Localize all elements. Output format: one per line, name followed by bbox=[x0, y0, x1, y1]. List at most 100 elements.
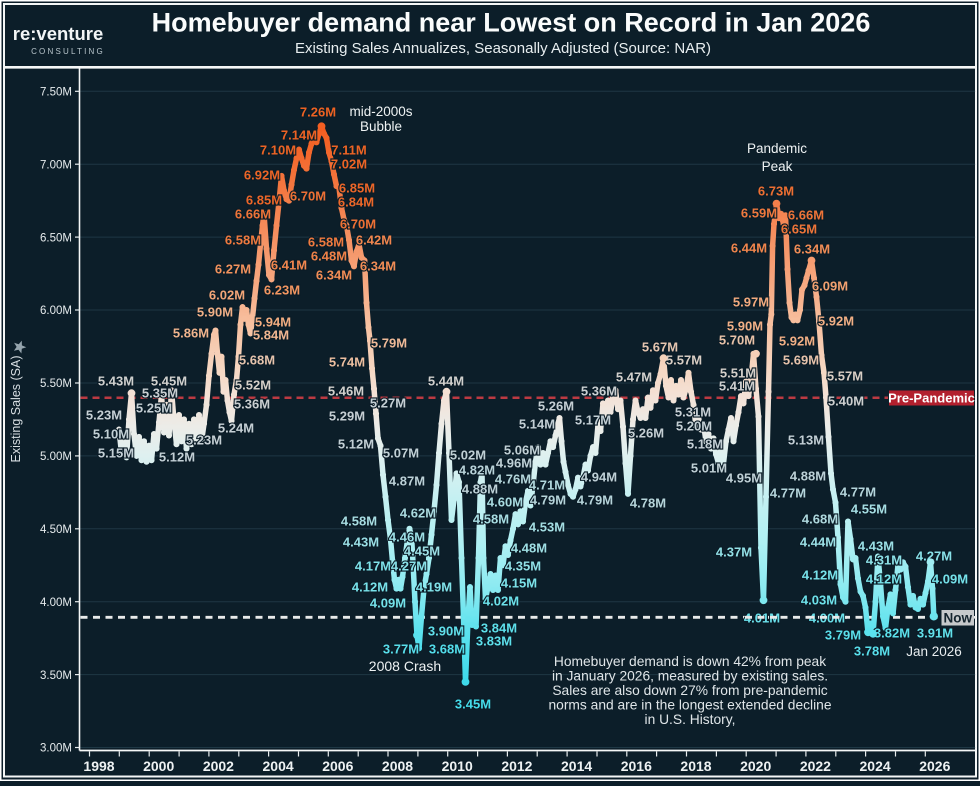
svg-text:4.77M: 4.77M bbox=[840, 485, 876, 500]
svg-text:6.85M: 6.85M bbox=[246, 193, 282, 208]
svg-text:5.40M: 5.40M bbox=[828, 394, 864, 409]
svg-text:4.45M: 4.45M bbox=[404, 544, 440, 559]
svg-text:CONSULTING: CONSULTING bbox=[31, 47, 105, 56]
svg-text:6.65M: 6.65M bbox=[781, 222, 817, 237]
svg-text:5.31M: 5.31M bbox=[675, 405, 711, 420]
svg-text:6.84M: 6.84M bbox=[338, 195, 374, 210]
svg-text:4.44M: 4.44M bbox=[800, 535, 836, 550]
svg-text:6.27M: 6.27M bbox=[215, 262, 251, 277]
svg-text:1998: 1998 bbox=[83, 758, 114, 774]
svg-text:4.77M: 4.77M bbox=[770, 486, 806, 501]
svg-text:4.12M: 4.12M bbox=[866, 572, 902, 587]
svg-text:6.00M: 6.00M bbox=[40, 305, 72, 317]
svg-text:5.45M: 5.45M bbox=[151, 374, 187, 389]
svg-text:3.90M: 3.90M bbox=[428, 624, 464, 639]
svg-text:4.79M: 4.79M bbox=[530, 493, 566, 508]
svg-text:7.00M: 7.00M bbox=[40, 159, 72, 171]
svg-text:6.42M: 6.42M bbox=[356, 233, 392, 248]
svg-text:4.87M: 4.87M bbox=[389, 474, 425, 489]
svg-text:3.82M: 3.82M bbox=[874, 626, 910, 641]
svg-text:5.46M: 5.46M bbox=[328, 384, 364, 399]
svg-text:6.70M: 6.70M bbox=[340, 217, 376, 232]
svg-text:5.14M: 5.14M bbox=[519, 417, 555, 432]
svg-text:2022: 2022 bbox=[800, 758, 831, 774]
svg-text:5.90M: 5.90M bbox=[197, 305, 233, 320]
svg-text:5.41M: 5.41M bbox=[719, 379, 755, 394]
svg-text:5.15M: 5.15M bbox=[98, 446, 134, 461]
svg-text:4.68M: 4.68M bbox=[802, 512, 838, 527]
svg-text:3.78M: 3.78M bbox=[854, 644, 890, 659]
svg-text:2018: 2018 bbox=[680, 758, 711, 774]
svg-text:6.66M: 6.66M bbox=[788, 208, 824, 223]
svg-text:5.36M: 5.36M bbox=[234, 397, 270, 412]
svg-text:6.58M: 6.58M bbox=[225, 233, 261, 248]
svg-text:4.58M: 4.58M bbox=[473, 512, 509, 527]
svg-text:5.86M: 5.86M bbox=[173, 326, 209, 341]
svg-text:6.34M: 6.34M bbox=[360, 259, 396, 274]
svg-text:4.17M: 4.17M bbox=[355, 559, 391, 574]
svg-text:2012: 2012 bbox=[501, 758, 532, 774]
svg-text:5.90M: 5.90M bbox=[727, 319, 763, 334]
svg-text:4.09M: 4.09M bbox=[370, 596, 406, 611]
svg-text:5.02M: 5.02M bbox=[450, 448, 486, 463]
svg-text:Now: Now bbox=[944, 611, 973, 626]
svg-text:6.66M: 6.66M bbox=[235, 207, 271, 222]
svg-text:5.29M: 5.29M bbox=[329, 409, 365, 424]
svg-text:5.79M: 5.79M bbox=[371, 336, 407, 351]
svg-text:5.94M: 5.94M bbox=[255, 315, 291, 330]
svg-text:4.27M: 4.27M bbox=[916, 549, 952, 564]
svg-text:mid-2000s: mid-2000s bbox=[349, 104, 412, 119]
svg-text:Existing Sales Annualizes, Sea: Existing Sales Annualizes, Seasonally Ad… bbox=[295, 40, 711, 57]
svg-text:5.92M: 5.92M bbox=[779, 334, 815, 349]
svg-text:Peak: Peak bbox=[762, 159, 793, 174]
svg-text:4.71M: 4.71M bbox=[529, 478, 565, 493]
svg-text:2006: 2006 bbox=[322, 758, 353, 774]
svg-text:5.24M: 5.24M bbox=[218, 421, 254, 436]
svg-text:2000: 2000 bbox=[143, 758, 174, 774]
svg-text:4.12M: 4.12M bbox=[802, 568, 838, 583]
svg-text:3.83M: 3.83M bbox=[476, 634, 512, 649]
svg-text:Pre-Pandemic: Pre-Pandemic bbox=[888, 391, 975, 406]
svg-text:3.84M: 3.84M bbox=[481, 621, 517, 636]
svg-text:2002: 2002 bbox=[203, 758, 234, 774]
svg-text:2020: 2020 bbox=[740, 758, 771, 774]
svg-text:5.26M: 5.26M bbox=[538, 399, 574, 414]
svg-text:5.97M: 5.97M bbox=[733, 295, 769, 310]
svg-text:4.58M: 4.58M bbox=[341, 514, 377, 529]
svg-text:4.95M: 4.95M bbox=[726, 471, 762, 486]
svg-text:4.19M: 4.19M bbox=[416, 580, 452, 595]
svg-text:2016: 2016 bbox=[621, 758, 652, 774]
svg-text:5.57M: 5.57M bbox=[666, 353, 702, 368]
svg-text:3.79M: 3.79M bbox=[825, 628, 861, 643]
svg-text:6.34M: 6.34M bbox=[316, 268, 352, 283]
svg-text:Sales are also down 27% from p: Sales are also down 27% from pre-pandemi… bbox=[552, 683, 827, 698]
svg-text:Homebuyer demand near Lowest o: Homebuyer demand near Lowest on Record i… bbox=[152, 8, 871, 38]
svg-text:6.85M: 6.85M bbox=[339, 181, 375, 196]
svg-text:4.43M: 4.43M bbox=[858, 539, 894, 554]
svg-text:4.12M: 4.12M bbox=[352, 580, 388, 595]
svg-text:2004: 2004 bbox=[263, 758, 294, 774]
svg-text:5.47M: 5.47M bbox=[616, 370, 652, 385]
svg-text:3.45M: 3.45M bbox=[455, 697, 491, 712]
svg-text:4.94M: 4.94M bbox=[581, 470, 617, 485]
svg-text:2024: 2024 bbox=[860, 758, 891, 774]
svg-text:5.12M: 5.12M bbox=[159, 450, 195, 465]
svg-text:6.50M: 6.50M bbox=[40, 232, 72, 244]
svg-text:4.35M: 4.35M bbox=[505, 559, 541, 574]
svg-text:4.53M: 4.53M bbox=[529, 520, 565, 535]
svg-text:4.62M: 4.62M bbox=[400, 506, 436, 521]
svg-text:4.79M: 4.79M bbox=[577, 493, 613, 508]
svg-text:4.60M: 4.60M bbox=[487, 495, 523, 510]
svg-text:4.88M: 4.88M bbox=[790, 469, 826, 484]
svg-text:7.26M: 7.26M bbox=[300, 105, 336, 120]
svg-text:2008: 2008 bbox=[382, 758, 413, 774]
svg-text:4.88M: 4.88M bbox=[462, 482, 498, 497]
svg-text:5.26M: 5.26M bbox=[628, 426, 664, 441]
svg-text:6.48M: 6.48M bbox=[311, 249, 347, 264]
svg-text:4.78M: 4.78M bbox=[630, 496, 666, 511]
svg-text:4.43M: 4.43M bbox=[343, 535, 379, 550]
svg-text:2026: 2026 bbox=[919, 758, 950, 774]
svg-text:4.50M: 4.50M bbox=[40, 524, 72, 536]
svg-text:5.07M: 5.07M bbox=[383, 446, 419, 461]
svg-text:4.00M: 4.00M bbox=[40, 597, 72, 609]
